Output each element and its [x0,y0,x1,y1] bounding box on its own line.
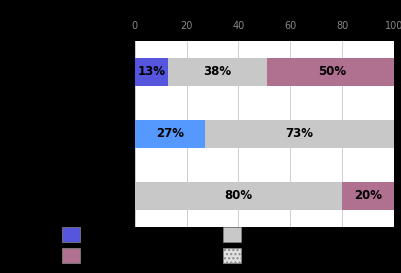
Bar [341,182,393,210]
Bar [204,120,393,148]
Text: 50%: 50% [317,66,345,78]
Bar [134,182,341,210]
Bar [134,120,204,148]
Text: 38%: 38% [203,66,231,78]
Text: 27%: 27% [155,127,183,140]
Bar [134,58,168,86]
Text: 20%: 20% [353,189,381,202]
Bar [168,58,266,86]
Bar [266,58,395,86]
Text: 13%: 13% [137,66,165,78]
Text: 73%: 73% [285,127,312,140]
Text: 80%: 80% [224,189,252,202]
